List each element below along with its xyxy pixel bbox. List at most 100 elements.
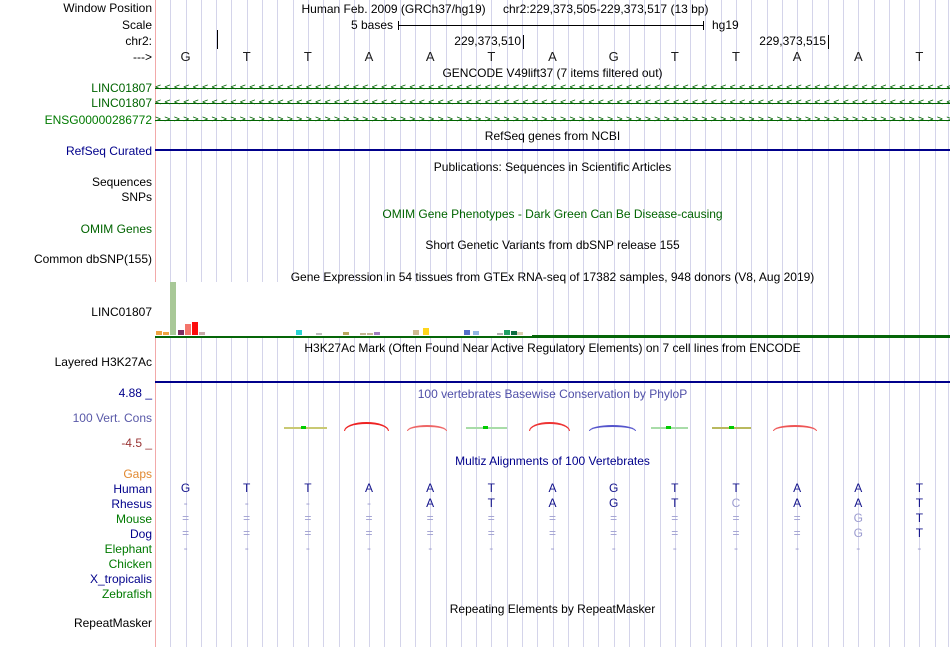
multiz-cell-elephant: - <box>550 541 555 555</box>
phylop-segment <box>589 425 636 431</box>
multiz-cell-rhesus: T <box>915 496 924 510</box>
gridline <box>674 0 676 647</box>
multiz-cell-human: A <box>854 481 863 495</box>
track-label-linc01807[interactable]: LINC01807 <box>91 305 152 319</box>
gridline <box>766 0 768 647</box>
track-title[interactable]: 100 vertebrates Basewise Conservation by… <box>417 387 688 401</box>
multiz-cell-dog: = <box>610 526 618 540</box>
track-label-zebrafish[interactable]: Zebrafish <box>101 587 152 601</box>
base-letter: T <box>915 49 924 64</box>
gridline <box>628 0 630 647</box>
base-letter: A <box>364 49 374 64</box>
multiz-cell-dog: = <box>793 526 801 540</box>
multiz-cell-human: A <box>793 481 802 495</box>
gtex-tissue-bar <box>185 324 191 335</box>
gene-strand-arrows: <<<<<<<<<<<<<<<<<<<<<<<<<<<<<<<<<<<<<<<<… <box>155 98 950 108</box>
multiz-cell-mouse: = <box>426 511 434 525</box>
track-title[interactable]: Short Genetic Variants from dbSNP releas… <box>425 238 680 252</box>
ruler-position-label: 229,373,515 <box>759 34 826 48</box>
multiz-cell-mouse: = <box>182 511 190 525</box>
track-title[interactable]: Repeating Elements by RepeatMasker <box>449 602 656 616</box>
gene-row-ensg00000286772[interactable]: >>>>>>>>>>>>>>>>>>>>>>>>>>>>>>>>>>>>>>>>… <box>155 115 950 126</box>
track-title[interactable]: RefSeq genes from NCBI <box>484 129 621 143</box>
multiz-cell-elephant: - <box>305 541 310 555</box>
track-label-human[interactable]: Human <box>113 482 152 496</box>
multiz-cell-dog: = <box>671 526 679 540</box>
track-label-snps[interactable]: SNPs <box>121 190 152 204</box>
multiz-cell-dog: G <box>853 526 863 540</box>
gene-strand-arrows: <<<<<<<<<<<<<<<<<<<<<<<<<<<<<<<<<<<<<<<<… <box>155 83 950 93</box>
track-label-rhesus[interactable]: Rhesus <box>111 497 152 511</box>
track-label-mouse[interactable]: Mouse <box>115 512 152 526</box>
track-label-layered-h3k27ac[interactable]: Layered H3K27Ac <box>54 355 152 369</box>
multiz-cell-rhesus: - <box>305 496 310 510</box>
gtex-tissue-bar <box>511 331 517 335</box>
track-label-ensg00000286772[interactable]: ENSG00000286772 <box>44 113 152 127</box>
track-label-chicken[interactable]: Chicken <box>108 557 152 571</box>
scale-value-label: 5 bases <box>350 18 393 32</box>
track-title[interactable]: OMIM Gene Phenotypes - Dark Green Can Be… <box>382 207 723 221</box>
multiz-cell-dog: = <box>548 526 556 540</box>
multiz-cell-rhesus: T <box>671 496 679 510</box>
scale-bar-left-tick <box>398 21 399 30</box>
multiz-cell-rhesus: A <box>854 496 863 510</box>
gridline <box>827 0 829 647</box>
scale-bar-line <box>398 25 703 26</box>
gridline <box>904 0 906 647</box>
gtex-tissue-bar <box>374 332 380 335</box>
multiz-cell-elephant: - <box>917 541 922 555</box>
gene-row-linc01807[interactable]: <<<<<<<<<<<<<<<<<<<<<<<<<<<<<<<<<<<<<<<<… <box>155 83 950 94</box>
phylop-positive-tick <box>729 426 734 429</box>
track-title[interactable]: H3K27Ac Mark (Often Found Near Active Re… <box>304 341 801 355</box>
track-label-common-dbsnp-155-[interactable]: Common dbSNP(155) <box>33 252 152 266</box>
multiz-cell-dog: = <box>243 526 251 540</box>
track-label-repeatmasker[interactable]: RepeatMasker <box>73 616 152 630</box>
track-label-dog[interactable]: Dog <box>129 527 152 541</box>
multiz-cell-human: G <box>180 481 191 495</box>
gridline <box>659 0 661 647</box>
gridline <box>583 0 585 647</box>
gtex-tissue-bar <box>192 322 198 335</box>
track-label-refseq-curated[interactable]: RefSeq Curated <box>65 144 152 158</box>
base-letter: A <box>792 49 802 64</box>
base-letter: T <box>242 49 251 64</box>
genome-build-label: hg19 <box>712 18 739 32</box>
track-label-elephant[interactable]: Elephant <box>104 542 152 556</box>
gene-line <box>155 120 950 121</box>
multiz-cell-rhesus: G <box>609 496 619 510</box>
gtex-tissue-bar <box>517 332 523 335</box>
multiz-cell-human: T <box>243 481 251 495</box>
phylop-positive-tick <box>301 426 306 429</box>
gtex-tissue-bar <box>178 330 184 335</box>
gtex-tissue-bar <box>156 331 162 335</box>
multiz-cell-mouse: = <box>671 511 679 525</box>
gridline <box>751 0 753 647</box>
track-title[interactable]: Publications: Sequences in Scientific Ar… <box>433 160 672 174</box>
multiz-cell-mouse: = <box>610 511 618 525</box>
track-title[interactable]: GENCODE V49lift37 (7 items filtered out) <box>442 66 663 80</box>
track-title[interactable]: Multiz Alignments of 100 Vertebrates <box>455 454 650 468</box>
gene-row-linc01807[interactable]: <<<<<<<<<<<<<<<<<<<<<<<<<<<<<<<<<<<<<<<<… <box>155 98 950 109</box>
track-label-linc01807[interactable]: LINC01807 <box>91 81 152 95</box>
multiz-cell-mouse: = <box>304 511 312 525</box>
gridline <box>781 0 783 647</box>
track-title[interactable]: Gene Expression in 54 tissues from GTEx … <box>290 270 815 284</box>
base-letter: T <box>670 49 679 64</box>
multiz-cell-elephant: - <box>795 541 800 555</box>
ruler-tick <box>523 35 524 49</box>
track-label-window-position: Window Position <box>63 1 152 15</box>
scale-bar-right-tick <box>703 21 704 30</box>
multiz-cell-elephant: - <box>183 541 188 555</box>
track-label-omim-genes[interactable]: OMIM Genes <box>80 222 152 236</box>
track-label-100-vert-cons[interactable]: 100 Vert. Cons <box>72 411 152 425</box>
track-label-linc01807[interactable]: LINC01807 <box>91 96 152 110</box>
phylop-segment <box>344 422 389 431</box>
gridline <box>843 0 844 647</box>
track-label-gaps[interactable]: Gaps <box>123 467 152 481</box>
track-label-sequences[interactable]: Sequences <box>91 175 152 189</box>
multiz-cell-mouse: = <box>793 511 801 525</box>
gridline <box>552 0 554 647</box>
multiz-cell-dog: = <box>365 526 373 540</box>
gtex-tissue-bar <box>360 333 366 335</box>
track-label-x-tropicalis[interactable]: X_tropicalis <box>89 572 152 586</box>
